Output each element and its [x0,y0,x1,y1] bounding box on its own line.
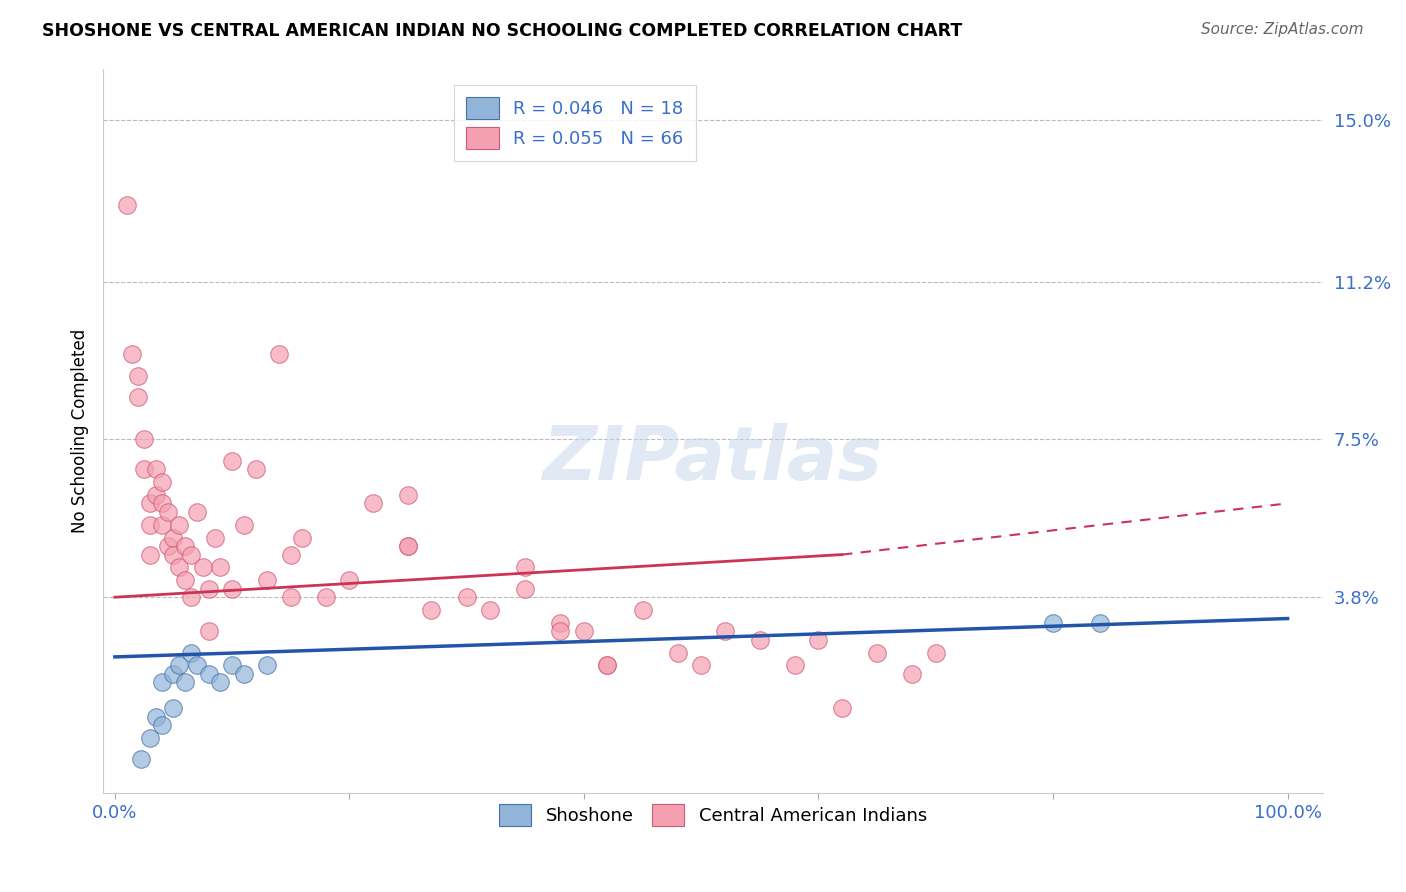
Point [180,548,202,562]
Point [134,462,156,476]
Point [174,539,197,553]
Point [232,667,254,681]
Point [145,709,167,723]
Point [197,667,219,681]
Point [197,582,219,596]
Point [169,658,191,673]
Point [162,667,184,681]
Point [162,531,184,545]
Point [139,517,162,532]
Point [139,496,162,510]
Point [191,560,214,574]
Point [339,573,361,587]
Point [831,701,853,715]
Point [197,624,219,639]
Point [221,582,243,596]
Point [479,603,502,617]
Point [361,496,384,510]
Point [1042,615,1064,630]
Point [396,488,419,502]
Point [280,591,302,605]
Point [631,603,654,617]
Point [209,675,232,690]
Point [139,548,162,562]
Point [515,582,537,596]
Point [596,658,619,673]
Y-axis label: No Schooling Completed: No Schooling Completed [72,329,89,533]
Point [748,632,770,647]
Point [925,646,948,660]
Text: SHOSHONE VS CENTRAL AMERICAN INDIAN NO SCHOOLING COMPLETED CORRELATION CHART: SHOSHONE VS CENTRAL AMERICAN INDIAN NO S… [42,22,963,40]
Point [115,198,138,212]
Point [1088,615,1111,630]
Point [121,347,143,361]
Point [150,718,173,732]
Point [550,615,572,630]
Point [690,658,713,673]
Point [150,475,173,489]
Point [209,560,232,574]
Point [145,488,167,502]
Point [420,603,443,617]
Point [162,701,184,715]
Point [783,658,806,673]
Legend: Shoshone, Central American Indians: Shoshone, Central American Indians [489,795,936,835]
Point [221,454,243,468]
Point [515,560,537,574]
Point [596,658,619,673]
Point [150,675,173,690]
Point [186,658,208,673]
Point [396,539,419,553]
Point [180,646,202,660]
Point [901,667,924,681]
Point [256,658,278,673]
Text: ZIPatlas: ZIPatlas [543,424,883,497]
Point [145,462,167,476]
Point [174,675,197,690]
Point [204,531,226,545]
Point [150,517,173,532]
Point [713,624,735,639]
Point [174,573,197,587]
Point [291,531,314,545]
Point [315,591,337,605]
Point [550,624,572,639]
Point [134,433,156,447]
Point [169,517,191,532]
Point [162,548,184,562]
Point [156,505,179,519]
Point [280,548,302,562]
Point [256,573,278,587]
Point [169,560,191,574]
Point [456,591,478,605]
Point [866,646,889,660]
Point [186,505,208,519]
Point [150,496,173,510]
Point [267,347,290,361]
Point [396,539,419,553]
Text: Source: ZipAtlas.com: Source: ZipAtlas.com [1201,22,1364,37]
Point [807,632,830,647]
Point [221,658,243,673]
Point [666,646,689,660]
Point [129,752,152,766]
Point [139,731,162,745]
Point [232,517,254,532]
Point [156,539,179,553]
Point [245,462,267,476]
Point [572,624,595,639]
Point [180,591,202,605]
Point [127,390,149,404]
Point [127,368,149,383]
